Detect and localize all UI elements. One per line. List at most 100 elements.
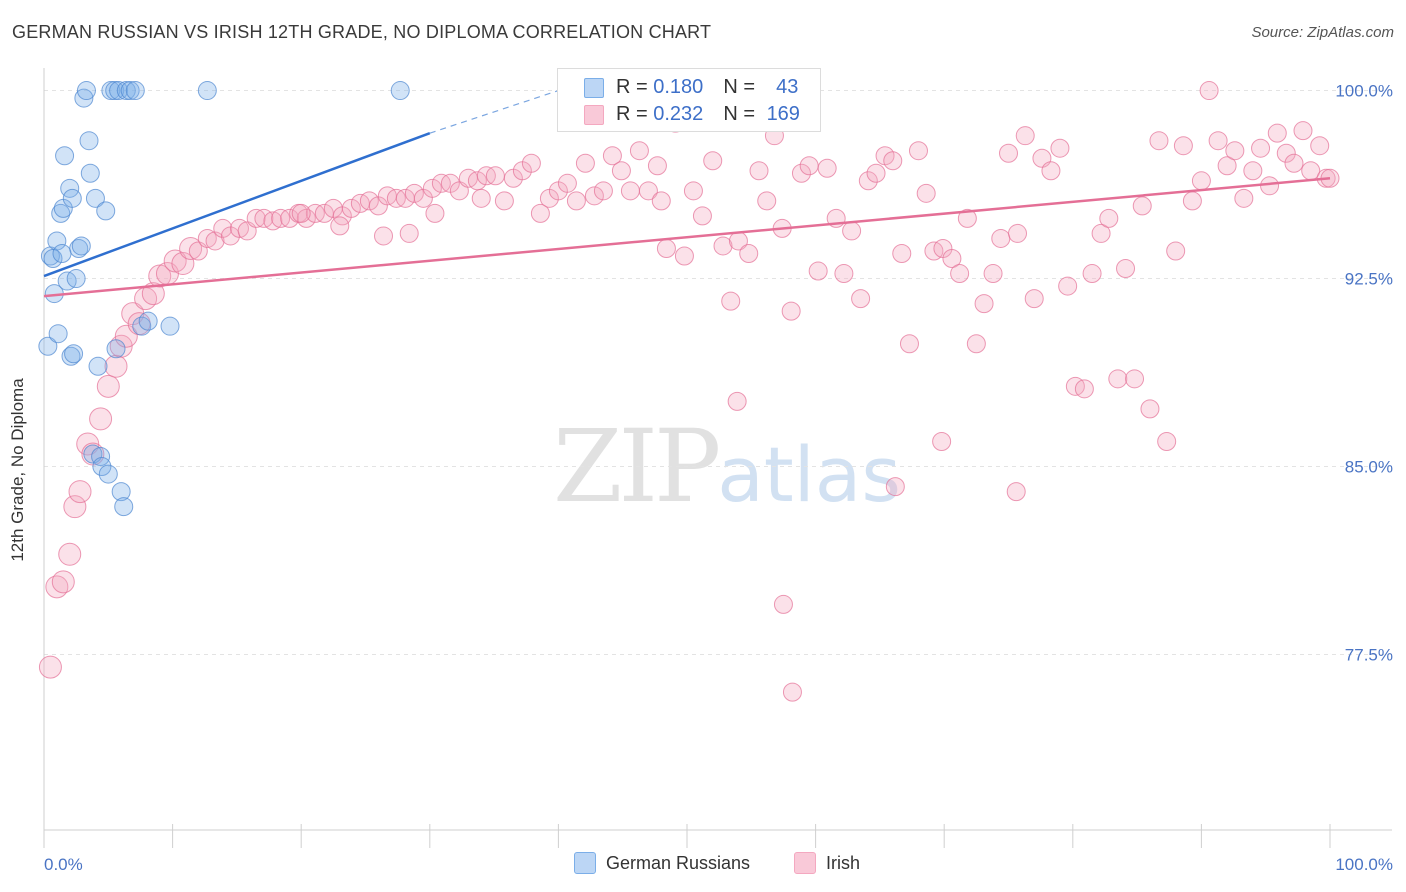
german-russian-point <box>69 238 89 258</box>
stats-legend: R = 0.180 N = 43 R = 0.232 N = 169 <box>557 68 821 132</box>
irish-point <box>374 226 394 246</box>
irish-point <box>38 655 62 679</box>
irish-point <box>296 208 316 228</box>
r-value-irish: 0.232 <box>653 102 704 125</box>
bottom-swatch-irish <box>794 852 816 874</box>
irish-point <box>425 203 445 223</box>
irish-point <box>1182 191 1202 211</box>
irish-point <box>1166 241 1186 261</box>
irish-point <box>611 161 631 181</box>
x-tick-label-max: 100.0% <box>1335 855 1393 874</box>
irish-point <box>1260 176 1280 196</box>
irish-point <box>1024 289 1044 309</box>
irish-point <box>1058 276 1078 296</box>
irish-point <box>1132 196 1152 216</box>
irish-point <box>521 153 541 173</box>
german-russian-point <box>76 81 96 101</box>
german-russian-point <box>197 81 217 101</box>
irish-point <box>1074 379 1094 399</box>
irish-point <box>330 216 350 236</box>
y-tick-label: 85.0% <box>1345 458 1393 477</box>
irish-point <box>1191 171 1211 191</box>
german-russian-point <box>120 81 140 101</box>
german-russian-point <box>109 81 129 101</box>
irish-point <box>957 208 977 228</box>
german-russian-point <box>61 346 81 366</box>
german-russian-point <box>52 243 72 263</box>
source-label: Source: ZipAtlas.com <box>1251 24 1394 41</box>
german-russian-point <box>111 482 131 502</box>
irish-point <box>899 334 919 354</box>
irish-point <box>1149 131 1169 151</box>
irish-point <box>651 191 671 211</box>
irish-point <box>1310 136 1330 156</box>
irish-point <box>851 289 871 309</box>
irish-point <box>104 354 128 378</box>
irish-point <box>575 153 595 173</box>
german-russian-trend-line <box>43 131 431 278</box>
irish-point <box>916 183 936 203</box>
irish-point <box>739 243 759 263</box>
german-russian-point <box>71 236 91 256</box>
irish-point <box>721 291 741 311</box>
legend-swatch-german-russians <box>584 78 604 98</box>
german-russian-point <box>88 356 108 376</box>
german-russian-point <box>125 81 145 101</box>
irish-point <box>1008 223 1028 243</box>
grid-lines <box>44 90 1392 656</box>
legend-swatch-irish <box>584 105 604 125</box>
irish-point <box>757 191 777 211</box>
n-value-irish: 169 <box>766 102 800 125</box>
irish-point <box>471 188 491 208</box>
irish-point <box>1140 399 1160 419</box>
irish-point <box>246 208 266 228</box>
irish-point <box>942 249 962 268</box>
legend-row-german-russians: R = 0.180 N = 43 <box>616 75 798 99</box>
y-tick-label: 77.5% <box>1345 646 1393 665</box>
german-russian-point <box>64 344 84 364</box>
irish-point <box>171 252 195 276</box>
irish-point <box>291 203 311 223</box>
irish-point <box>1267 123 1287 143</box>
irish-point <box>1225 141 1245 161</box>
bottom-legend-irish: Irish <box>794 852 860 874</box>
irish-point <box>858 171 878 191</box>
n-label: N = <box>723 75 767 98</box>
german-russian-point <box>38 336 58 356</box>
irish-point <box>817 158 837 178</box>
irish-point <box>593 181 613 201</box>
german-russian-point <box>114 497 134 517</box>
bottom-legend-german-russians: German Russians <box>574 852 750 874</box>
german-russian-point <box>91 447 111 467</box>
irish-point <box>399 223 419 243</box>
german-russian-point <box>96 201 116 221</box>
german-russian-point <box>390 81 410 101</box>
irish-point <box>141 282 165 306</box>
irish-point <box>229 218 249 238</box>
german-russian-point <box>79 131 99 151</box>
irish-point <box>991 228 1011 248</box>
german-russian-point <box>98 464 118 484</box>
irish-point <box>1251 138 1271 158</box>
irish-point <box>834 264 854 284</box>
n-value-german-russians: 43 <box>776 75 799 98</box>
irish-point <box>683 181 703 201</box>
irish-point <box>263 211 283 231</box>
irish-trend-line <box>43 177 1331 298</box>
irish-point <box>842 221 862 241</box>
irish-point <box>1276 143 1296 163</box>
irish-point <box>966 334 986 354</box>
irish-point <box>1199 81 1219 101</box>
irish-point <box>647 156 667 176</box>
irish-point <box>1099 208 1119 228</box>
irish-point <box>1293 121 1313 141</box>
german-russian-point <box>132 316 152 336</box>
irish-point <box>584 186 604 206</box>
irish-point <box>866 163 886 183</box>
irish-point <box>179 236 203 260</box>
irish-point <box>51 570 75 594</box>
irish-point <box>1050 138 1070 158</box>
y-tick-label: 100.0% <box>1335 82 1393 101</box>
german-russian-point <box>106 339 126 359</box>
irish-point <box>692 206 712 226</box>
